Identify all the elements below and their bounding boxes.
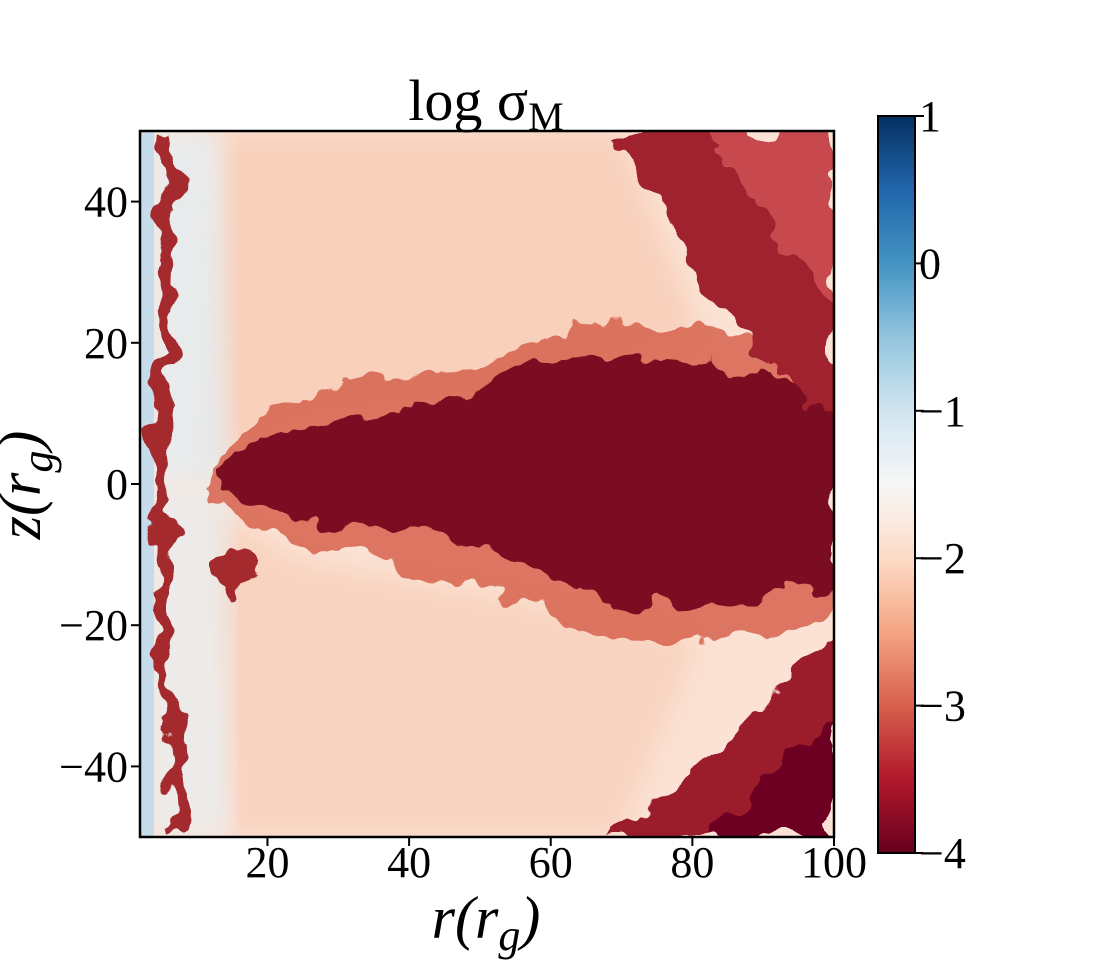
x-tick-label: 100 — [801, 838, 867, 887]
field-region — [200, 500, 700, 837]
field-region — [215, 541, 266, 595]
x-label-end: ) — [517, 885, 540, 951]
x-tick-label: 40 — [387, 838, 431, 887]
title-main: log σ — [408, 68, 528, 133]
colorbar-tick-label: −1 — [919, 387, 966, 436]
y-tick-label: 0 — [106, 460, 128, 509]
colorbar-tick-label: −4 — [919, 829, 966, 878]
field-region — [220, 357, 834, 609]
y-tick-label: 40 — [84, 178, 128, 227]
x-tick-label: 80 — [670, 838, 714, 887]
field-structures — [154, 131, 834, 837]
x-axis-label: r(rg) — [432, 885, 541, 960]
y-tick-label: −20 — [59, 601, 128, 650]
x-tick-label: 20 — [245, 838, 289, 887]
colorbar-tick-label: −3 — [919, 682, 966, 731]
field-region — [140, 131, 154, 837]
y-tick-label: −40 — [59, 742, 128, 791]
y-axis-label: z(rg) — [0, 431, 62, 541]
field-region — [700, 720, 834, 837]
colorbar-tick-label: −2 — [919, 534, 966, 583]
y-label-end: ) — [0, 431, 53, 454]
x-tick-label: 60 — [529, 838, 573, 887]
field-region — [610, 131, 834, 420]
x-label-main: r(r — [432, 885, 499, 951]
field-region — [700, 131, 834, 300]
title-subscript: M — [528, 94, 564, 139]
field — [140, 131, 834, 837]
x-label-subscript: g — [498, 911, 520, 960]
y-label-subscript: g — [13, 451, 62, 473]
colorbar-tick-label: 1 — [919, 92, 941, 141]
field-region — [200, 131, 700, 470]
colorbar — [877, 115, 916, 854]
field-region — [154, 131, 190, 837]
y-tick-label: 20 — [84, 319, 128, 368]
colorbar-tick-label: 0 — [919, 239, 941, 288]
y-label-main: z(r — [0, 472, 53, 540]
chart-title: log σM — [408, 68, 563, 139]
